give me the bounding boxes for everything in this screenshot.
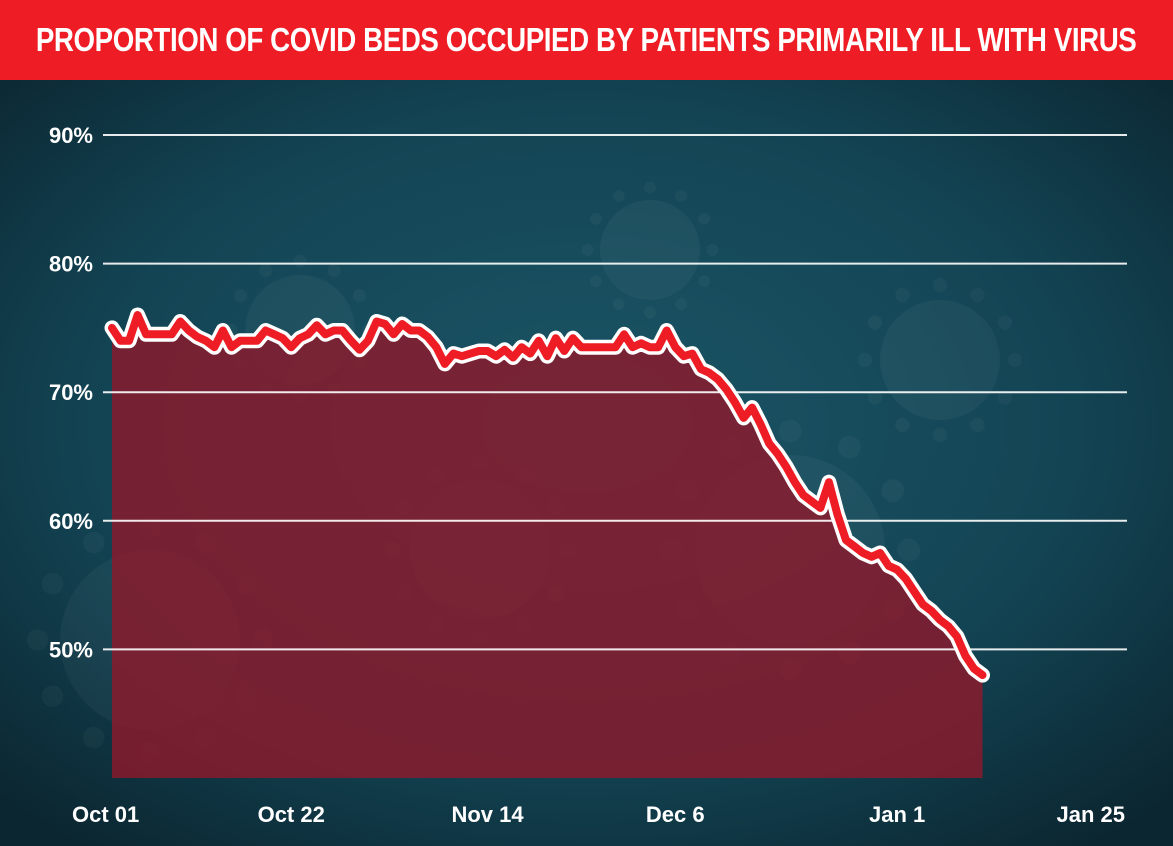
x-tick-label: Jan 1 [869,802,925,827]
virus-decoration-spike [675,298,687,310]
virus-decoration-spike [590,213,602,225]
virus-decoration-spike [897,539,920,562]
virus-decoration-spike [644,307,656,319]
virus-decoration-spike [644,182,656,194]
virus-decoration-spike [613,298,625,310]
y-tick-label: 50% [49,637,93,662]
virus-decoration-spike [42,685,64,707]
x-tick-label: Nov 14 [451,802,524,827]
virus-decoration-spike [868,315,882,329]
virus-decoration-spike [27,629,49,651]
series-area-fill [112,315,983,778]
x-tick-label: Dec 6 [646,802,705,827]
x-tick-label: Jan 25 [1057,802,1126,827]
virus-decoration-blob [880,300,1000,420]
y-tick-label: 60% [49,509,93,534]
x-tick-label: Oct 01 [72,802,139,827]
virus-decoration-spike [234,289,247,302]
virus-decoration-spike [933,428,947,442]
series-line [108,311,987,680]
virus-decoration-spike [698,213,710,225]
chart-svg: 90% 80% 70% 60% 50% Oct 01 Oct 22 Nov 14 Dec 6 J… [0,80,1173,846]
y-tick-label: 80% [49,252,93,277]
virus-decoration-spike [1008,353,1022,367]
virus-decoration-spike [42,573,64,595]
virus-decoration-spike [881,479,904,502]
chart-area: 90% 80% 70% 60% 50% Oct 01 Oct 22 Nov 14 Dec 6 J… [0,80,1173,846]
virus-decoration-spike [895,418,909,432]
virus-decoration-spike [933,278,947,292]
virus-decoration-spike [998,315,1012,329]
virus-decoration-spike [582,244,594,256]
virus-decoration-spike [328,264,341,277]
virus-decoration-spike [707,244,719,256]
x-tick-label: Oct 22 [258,802,325,827]
virus-decoration-spike [970,288,984,302]
virus-decoration-blob [600,200,700,300]
virus-decoration-spike [83,532,105,554]
virus-decoration-spike [858,353,872,367]
virus-decoration-spike [83,727,105,749]
title-bar: PROPORTION OF COVID BEDS OCCUPIED BY PAT… [0,0,1173,80]
y-tick-label: 90% [49,123,93,148]
y-tick-label: 70% [49,380,93,405]
virus-decoration-spike [895,288,909,302]
virus-decoration-spike [353,289,366,302]
virus-decoration-spike [613,190,625,202]
virus-decoration-spike [293,255,306,268]
virus-decoration-spike [590,275,602,287]
chart-title: PROPORTION OF COVID BEDS OCCUPIED BY PAT… [36,21,1137,58]
virus-decoration-spike [675,190,687,202]
virus-decoration-spike [779,420,802,443]
virus-decoration-spike [838,436,861,459]
virus-decoration-spike [970,418,984,432]
virus-decoration-spike [698,275,710,287]
virus-decoration-spike [259,264,272,277]
